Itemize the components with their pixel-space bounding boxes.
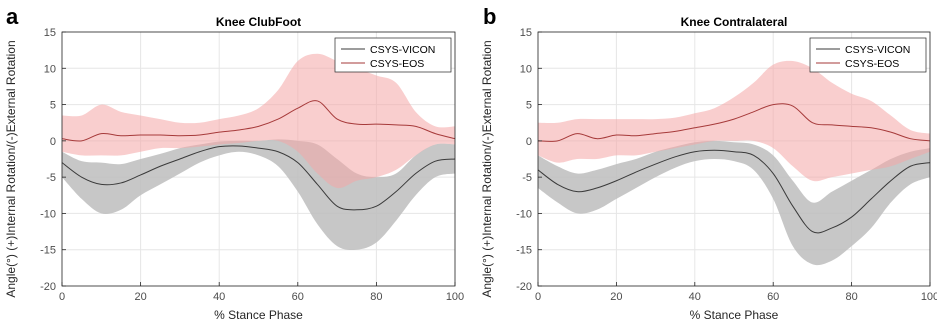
panel-letter: a: [6, 4, 19, 29]
panel-a: 0 20 40 60 80 100 15 10 5 0 -5 -10 -15 -20 a Knee ClubF…: [4, 4, 464, 322]
x-tick-label: 40: [689, 291, 701, 303]
x-tick-label: 100: [921, 291, 937, 303]
y-tick-label: -10: [516, 208, 532, 220]
legend-box: [334, 37, 452, 73]
panel-b: 0 20 40 60 80 100 15 10 5 0 -5 -10 -15 -20 b Knee Contr…: [480, 4, 937, 322]
y-axis-label: Angle(°) (+)Internal Rotation/(-)Externa…: [4, 40, 18, 297]
y-tick-label: 10: [44, 63, 56, 75]
x-tick-label: 40: [213, 291, 225, 303]
y-tick-label: -20: [516, 281, 532, 293]
y-tick-label: 10: [520, 63, 532, 75]
x-axis-label: % Stance Phase: [690, 308, 779, 322]
x-tick-label: 0: [535, 291, 541, 303]
y-tick-label: 0: [50, 136, 56, 148]
y-tick-label: -5: [522, 172, 532, 184]
x-tick-label: 0: [59, 291, 65, 303]
series-line-eos: [537, 103, 931, 142]
y-tick-label: -10: [40, 208, 56, 220]
y-tick-label: -20: [40, 281, 56, 293]
x-tick-label: 80: [845, 291, 857, 303]
band-eos: [538, 60, 930, 182]
band-vicon: [62, 139, 455, 250]
x-tick-label: 60: [292, 291, 304, 303]
y-axis-label: Angle(°) (+)Internal Rotation/(-)Externa…: [480, 40, 494, 297]
y-tick-label: -15: [516, 245, 532, 257]
series-line-vicon: [537, 149, 931, 234]
legend-box: [809, 37, 927, 73]
y-tick-label: 5: [526, 100, 532, 112]
legend-label-eos: CSYS-EOS: [845, 58, 899, 70]
y-tick-label: 5: [50, 100, 56, 112]
x-tick-label: 60: [767, 291, 779, 303]
x-tick-label: 20: [134, 291, 146, 303]
series-line-eos: [61, 100, 456, 142]
y-tick-label: -15: [40, 245, 56, 257]
y-tick-label: 0: [526, 136, 532, 148]
y-tick-label: -5: [46, 172, 56, 184]
legend-label-vicon: CSYS-VICON: [370, 44, 435, 56]
x-tick-label: 80: [370, 291, 382, 303]
y-tick-label: 15: [44, 27, 56, 39]
axes-box: [61, 31, 456, 287]
band-eos: [62, 53, 455, 189]
chart-title: Knee Contralateral: [681, 15, 788, 29]
x-axis-label: % Stance Phase: [214, 308, 303, 322]
legend-label-vicon: CSYS-VICON: [845, 44, 910, 56]
chart-title: Knee ClubFoot: [216, 15, 301, 29]
axes-box: [537, 31, 931, 287]
x-tick-label: 100: [446, 291, 464, 303]
x-tick-label: 20: [610, 291, 622, 303]
series-line-vicon: [61, 145, 456, 211]
panel-letter: b: [483, 4, 496, 29]
y-tick-label: 15: [520, 27, 532, 39]
legend-label-eos: CSYS-EOS: [370, 58, 424, 70]
